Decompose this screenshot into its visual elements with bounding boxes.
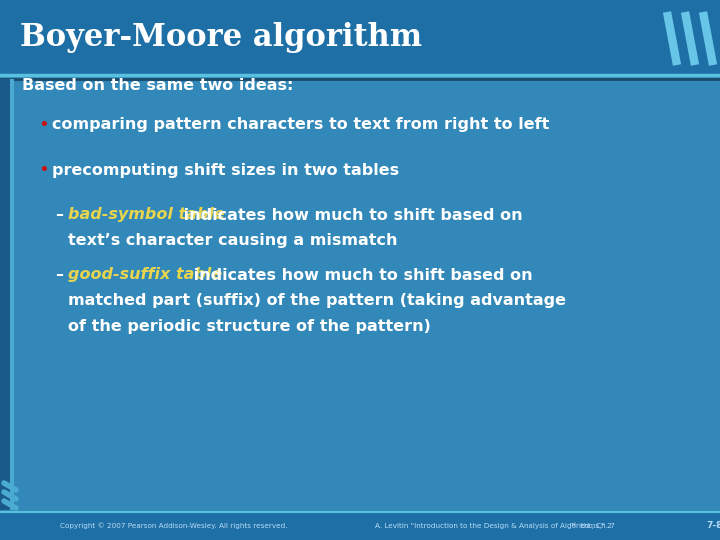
Text: Boyer-Moore algorithm: Boyer-Moore algorithm: [20, 22, 422, 53]
Text: A. Levitin "Introduction to the Design & Analysis of Algorithms," 2: A. Levitin "Introduction to the Design &…: [375, 523, 612, 529]
Text: good-suffix table: good-suffix table: [68, 267, 222, 282]
Bar: [0, 79, 10, 510]
Text: ed., Ch. 7: ed., Ch. 7: [578, 523, 615, 529]
Text: indicates how much to shift based on: indicates how much to shift based on: [178, 207, 523, 222]
Text: •: •: [38, 116, 49, 134]
Text: comparing pattern characters to text from right to left: comparing pattern characters to text fro…: [52, 118, 549, 132]
Text: •: •: [38, 161, 49, 179]
Bar: [10, 79, 14, 510]
Bar: [0, 0, 720, 75]
Text: Copyright © 2007 Pearson Addison-Wesley. All rights reserved.: Copyright © 2007 Pearson Addison-Wesley.…: [60, 523, 287, 529]
Text: Based on the same two ideas:: Based on the same two ideas:: [22, 78, 293, 92]
Text: matched part (suffix) of the pattern (taking advantage: matched part (suffix) of the pattern (ta…: [68, 294, 566, 308]
Text: text’s character causing a mismatch: text’s character causing a mismatch: [68, 233, 397, 248]
Text: 7-8: 7-8: [706, 522, 720, 530]
Bar: [0, 512, 720, 540]
Text: bad-symbol table: bad-symbol table: [68, 207, 225, 222]
Text: indicates how much to shift based on: indicates how much to shift based on: [188, 267, 533, 282]
Text: of the periodic structure of the pattern): of the periodic structure of the pattern…: [68, 320, 431, 334]
Text: –: –: [55, 267, 63, 282]
Text: nd: nd: [570, 522, 577, 526]
Text: precomputing shift sizes in two tables: precomputing shift sizes in two tables: [52, 163, 399, 178]
Text: –: –: [55, 207, 63, 222]
